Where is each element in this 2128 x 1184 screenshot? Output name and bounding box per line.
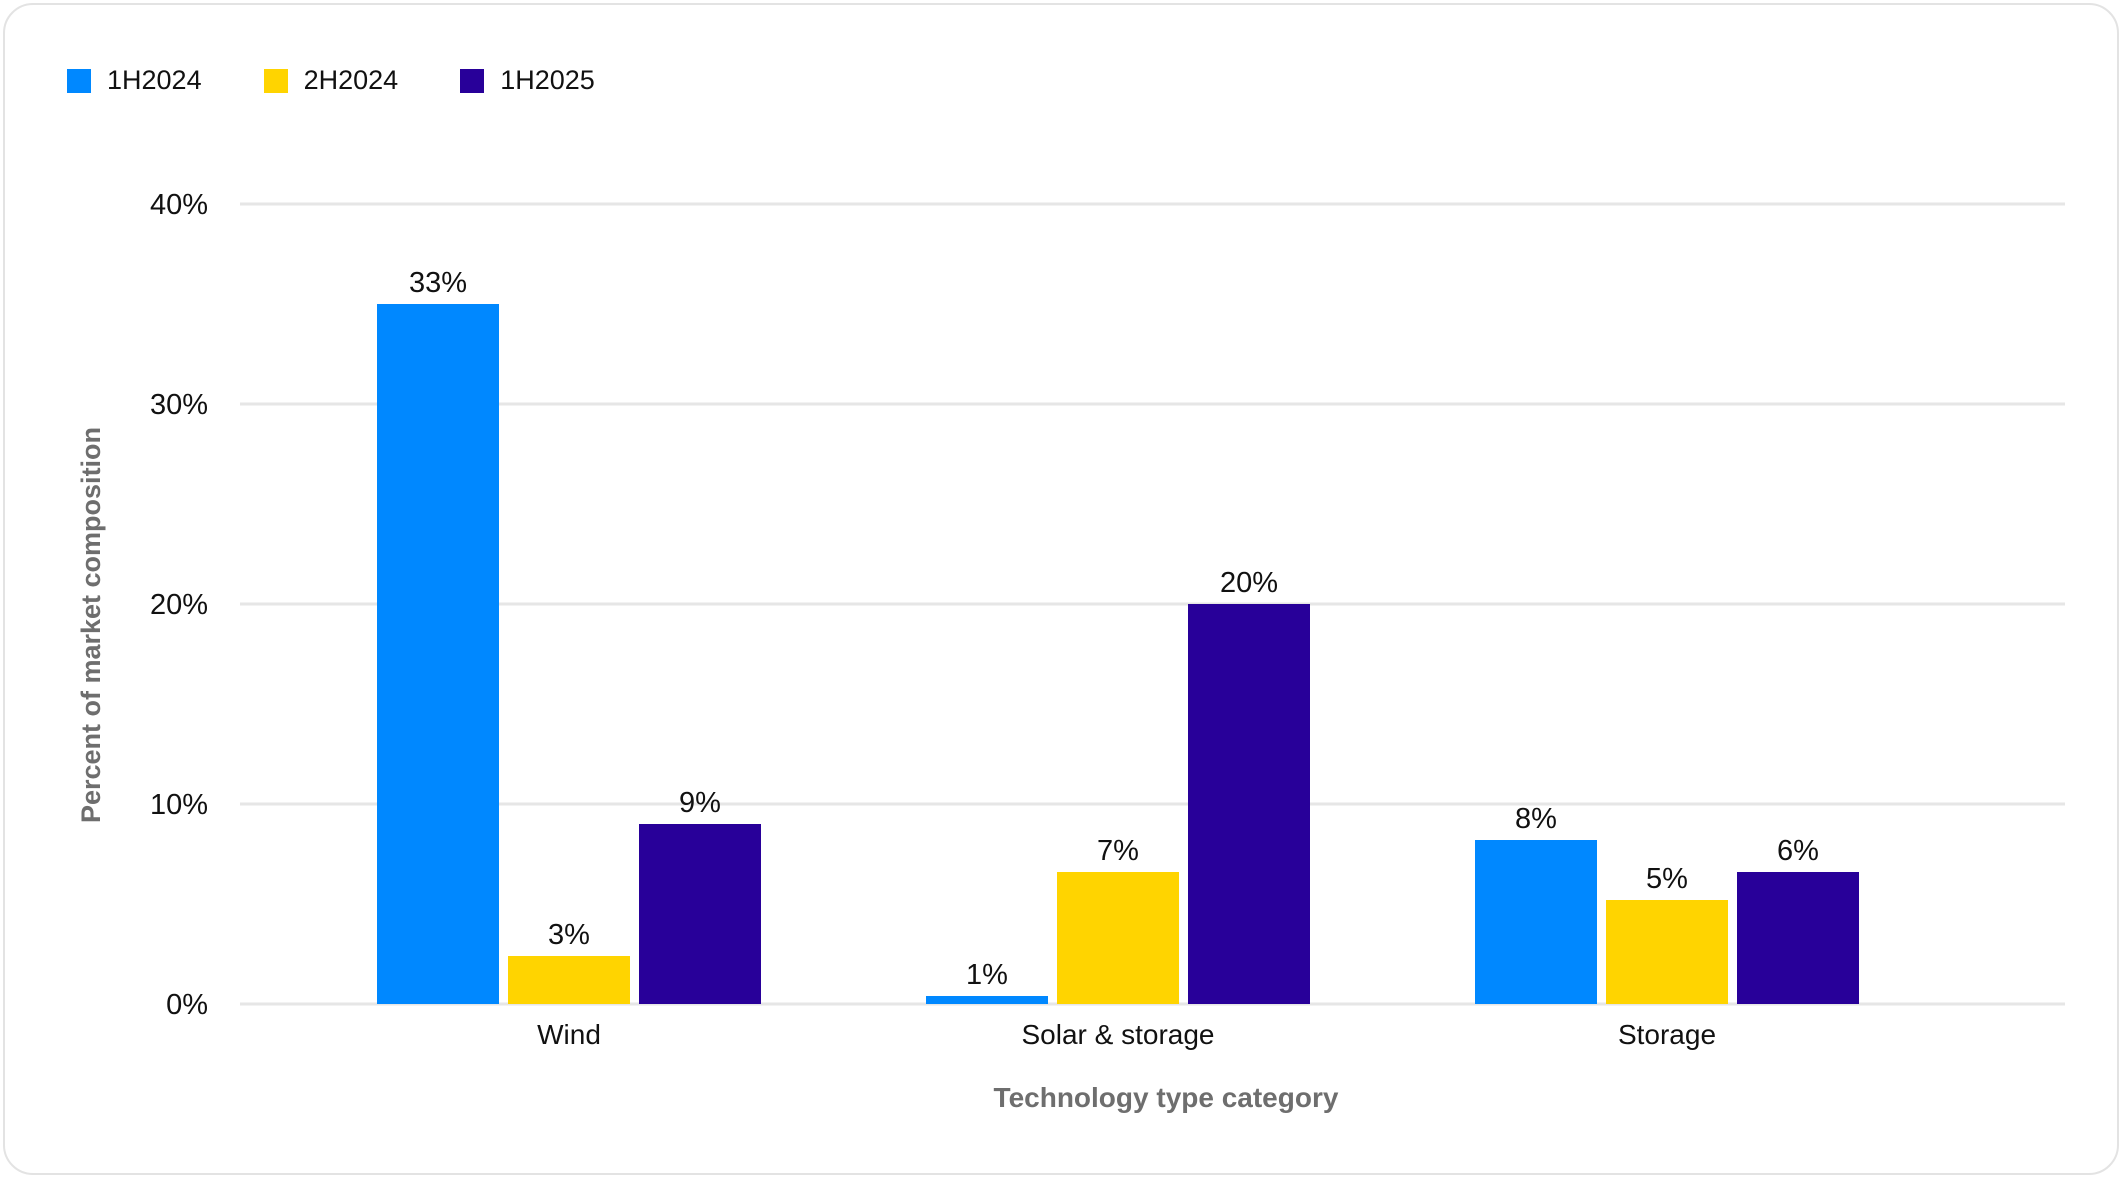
- bar-2h2024-0: [508, 956, 630, 1004]
- legend-swatch-1h2024: [67, 68, 91, 93]
- x-axis-title: Technology type category: [994, 1082, 1339, 1113]
- y-tick-label: 10%: [150, 789, 208, 821]
- x-tick-labels: Wind Solar & storage Storage: [537, 1019, 1716, 1050]
- legend-label-1h2024: 1H2024: [107, 65, 202, 95]
- y-tick-label: 30%: [150, 389, 208, 421]
- legend-item-2h2024: 2H2024: [263, 65, 399, 96]
- y-tick-label: 40%: [150, 189, 208, 221]
- data-label: 20%: [1220, 567, 1278, 599]
- data-labels: 33% 3% 9% 1% 7% 20% 8% 5% 6%: [409, 267, 1819, 991]
- data-label: 1%: [966, 959, 1008, 991]
- legend-label-2h2024: 2H2024: [303, 65, 399, 95]
- legend: 1H2024 2H2024 1H2025: [67, 65, 657, 96]
- legend-label-1h2025: 1H2025: [500, 65, 595, 95]
- data-label: 5%: [1646, 863, 1688, 895]
- y-tick-label: 20%: [150, 589, 208, 621]
- legend-item-1h2025: 1H2025: [460, 65, 595, 96]
- data-label: 7%: [1097, 835, 1139, 867]
- data-label: 9%: [679, 787, 721, 819]
- y-axis-title: Percent of market composition: [76, 427, 106, 823]
- bars: [377, 304, 1859, 1004]
- bar-1h2025-2: [1737, 872, 1859, 1004]
- bar-1h2024-0: [377, 304, 499, 1004]
- data-label: 6%: [1777, 835, 1819, 867]
- legend-item-1h2024: 1H2024: [67, 65, 202, 96]
- legend-swatch-1h2025: [460, 68, 485, 93]
- bar-1h2024-1: [926, 996, 1048, 1004]
- data-label: 33%: [409, 267, 467, 299]
- y-tick-labels: 0% 10% 20% 30% 40%: [150, 189, 208, 1021]
- legend-swatch-2h2024: [263, 68, 288, 93]
- x-tick-label: Wind: [537, 1019, 601, 1050]
- bar-2h2024-1: [1057, 872, 1179, 1004]
- x-tick-label: Storage: [1618, 1019, 1716, 1050]
- data-label: 8%: [1515, 803, 1557, 835]
- bar-2h2024-2: [1606, 900, 1728, 1004]
- bar-1h2025-1: [1188, 604, 1310, 1004]
- data-label: 3%: [548, 919, 590, 951]
- bar-1h2025-0: [639, 824, 761, 1004]
- y-tick-label: 0%: [166, 989, 208, 1021]
- bar-1h2024-2: [1475, 840, 1597, 1004]
- x-tick-label: Solar & storage: [1022, 1019, 1215, 1050]
